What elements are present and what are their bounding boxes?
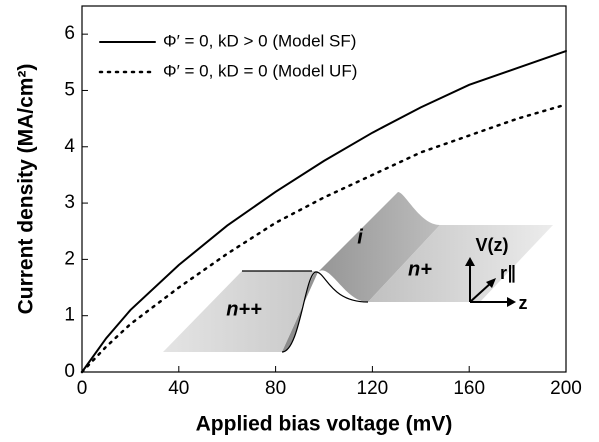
y-tick-label: 6 bbox=[64, 23, 75, 44]
inset-label: i bbox=[357, 226, 363, 248]
x-tick-label: 200 bbox=[550, 378, 582, 399]
x-tick-label: 0 bbox=[77, 378, 88, 399]
y-tick-label: 5 bbox=[64, 79, 75, 100]
y-axis-label: Current density (MA/cm²) bbox=[15, 64, 38, 315]
data-line bbox=[80, 103, 568, 374]
inset-label: n+ bbox=[408, 258, 432, 280]
inset-label: V(z) bbox=[476, 235, 509, 255]
y-tick-label: 2 bbox=[64, 248, 75, 269]
y-tick-label: 1 bbox=[64, 305, 75, 326]
x-tick-label: 40 bbox=[168, 378, 189, 399]
inset-label: z bbox=[519, 293, 528, 313]
x-axis-label: Applied bias voltage (mV) bbox=[196, 413, 453, 436]
x-tick-label: 160 bbox=[453, 378, 485, 399]
data-line bbox=[81, 50, 567, 373]
inset-label: n++ bbox=[226, 298, 262, 320]
y-tick-label: 3 bbox=[64, 192, 75, 213]
inset-diagram: n++ i n+ V(z) r∥ z bbox=[163, 192, 553, 353]
plot-frame bbox=[81, 5, 567, 373]
legend-label: Φ′ = 0, kD > 0 (Model SF) bbox=[163, 31, 356, 50]
y-tick-label: 0 bbox=[64, 361, 75, 382]
legend-label: Φ′ = 0, kD = 0 (Model UF) bbox=[163, 61, 357, 80]
inset-label: r∥ bbox=[500, 263, 516, 283]
x-tick-label: 120 bbox=[357, 378, 389, 399]
x-tick-label: 80 bbox=[265, 378, 286, 399]
y-tick-label: 4 bbox=[64, 136, 75, 157]
